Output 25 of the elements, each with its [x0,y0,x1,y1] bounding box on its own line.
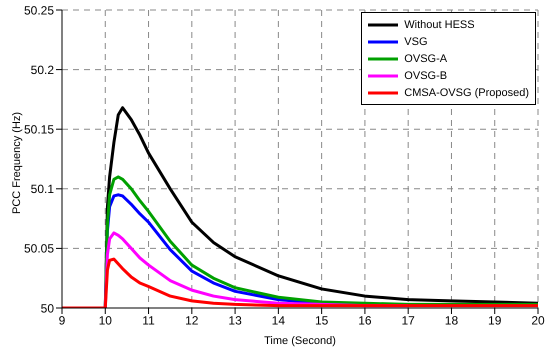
y-axis-title: PCC Frequency (Hz) [10,112,23,214]
legend-label: OVSG-A [404,52,448,64]
y-tick-label: 50.15 [24,122,54,136]
y-tick-label: 50.05 [24,242,54,256]
x-tick-label: 14 [272,314,286,328]
y-tick-label: 50.25 [24,3,54,18]
x-axis-title: Time (Second) [264,335,336,347]
x-tick-label: 9 [58,314,66,328]
x-tick-label: 19 [488,314,502,328]
x-tick-label: 13 [228,314,242,328]
y-tick-label: 50.1 [30,182,54,196]
legend-label: OVSG-B [404,70,448,82]
legend-label: Without HESS [404,18,475,30]
x-tick-label: 10 [98,314,112,328]
x-tick-label: 18 [444,314,458,328]
y-tick-label: 50.2 [30,62,54,77]
x-tick-label: 11 [142,314,156,328]
x-tick-label: 12 [185,314,199,328]
y-tick-label: 50 [40,301,54,316]
x-tick-label: 20 [531,314,545,328]
legend-label: CMSA-OVSG (Proposed) [404,86,529,98]
legend-label: VSG [404,36,428,48]
x-tick-label: 17 [402,314,416,328]
x-tick-label: 16 [358,314,372,328]
x-tick-label: 15 [314,314,329,328]
